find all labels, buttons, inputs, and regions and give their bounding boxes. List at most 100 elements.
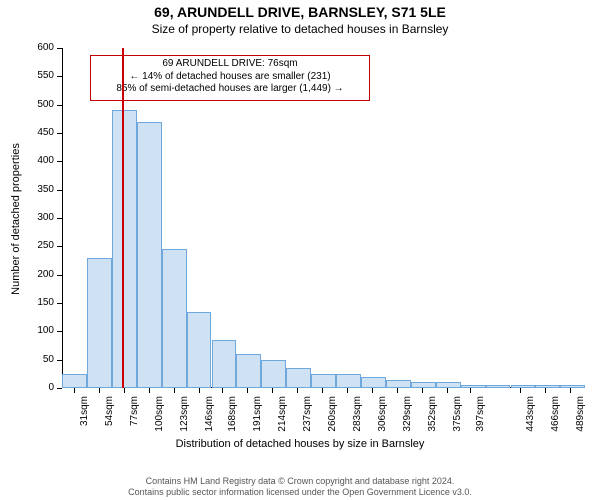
ytick-label: 50 [24, 354, 54, 365]
histogram-bar [336, 374, 361, 388]
ytick-mark [57, 246, 62, 247]
ytick-label: 150 [24, 297, 54, 308]
xtick-mark [124, 388, 125, 393]
xtick-label: 260sqm [327, 396, 338, 432]
callout-box: 69 ARUNDELL DRIVE: 76sqm ← 14% of detach… [90, 55, 370, 101]
reference-line [122, 48, 124, 388]
xtick-label: 77sqm [129, 396, 140, 426]
ytick-label: 100 [24, 325, 54, 336]
histogram-bar [62, 374, 87, 388]
xtick-mark [74, 388, 75, 393]
ytick-mark [57, 190, 62, 191]
xtick-label: 306sqm [377, 396, 388, 432]
x-axis-label: Distribution of detached houses by size … [0, 438, 600, 450]
xtick-mark [397, 388, 398, 393]
ytick-mark [57, 161, 62, 162]
histogram-bar [386, 380, 411, 389]
xtick-mark [447, 388, 448, 393]
xtick-mark [199, 388, 200, 393]
chart-container: { "title": "69, ARUNDELL DRIVE, BARNSLEY… [0, 0, 600, 500]
xtick-mark [347, 388, 348, 393]
attribution-line-2: Contains public sector information licen… [0, 487, 600, 497]
xtick-label: 283sqm [352, 396, 363, 432]
xtick-mark [470, 388, 471, 393]
ytick-mark [57, 303, 62, 304]
xtick-mark [372, 388, 373, 393]
xtick-mark [520, 388, 521, 393]
histogram-bar [411, 382, 436, 388]
xtick-mark [545, 388, 546, 393]
xtick-mark [99, 388, 100, 393]
xtick-label: 489sqm [575, 396, 586, 432]
ytick-mark [57, 133, 62, 134]
ytick-label: 500 [24, 99, 54, 110]
attribution-line-1: Contains HM Land Registry data © Crown c… [0, 476, 600, 486]
xtick-mark [422, 388, 423, 393]
ytick-mark [57, 275, 62, 276]
ytick-label: 600 [24, 42, 54, 53]
xtick-mark [222, 388, 223, 393]
histogram-bar [162, 249, 187, 388]
histogram-bar [87, 258, 112, 388]
xtick-label: 237sqm [302, 396, 313, 432]
ytick-label: 450 [24, 127, 54, 138]
histogram-bar [486, 385, 511, 388]
histogram-bar [560, 385, 585, 388]
histogram-bar [286, 368, 311, 388]
xtick-mark [322, 388, 323, 393]
xtick-label: 191sqm [252, 396, 263, 432]
histogram-bar [187, 312, 212, 389]
ytick-label: 0 [24, 382, 54, 393]
callout-line-2: ← 14% of detached houses are smaller (23… [95, 71, 365, 84]
xtick-label: 329sqm [402, 396, 413, 432]
xtick-mark [174, 388, 175, 393]
ytick-mark [57, 331, 62, 332]
xtick-label: 100sqm [154, 396, 165, 432]
xtick-label: 466sqm [550, 396, 561, 432]
histogram-bar [311, 374, 336, 388]
ytick-mark [57, 48, 62, 49]
callout-line-3: 85% of semi-detached houses are larger (… [95, 83, 365, 96]
ytick-mark [57, 388, 62, 389]
xtick-label: 397sqm [475, 396, 486, 432]
histogram-bar [261, 360, 286, 388]
callout-line-1: 69 ARUNDELL DRIVE: 76sqm [95, 58, 365, 71]
ytick-label: 400 [24, 155, 54, 166]
xtick-label: 31sqm [79, 396, 90, 426]
histogram-bar [236, 354, 261, 388]
ytick-mark [57, 105, 62, 106]
histogram-bar [112, 110, 137, 388]
chart-subtitle: Size of property relative to detached ho… [0, 22, 600, 36]
histogram-bar [137, 122, 162, 388]
xtick-label: 352sqm [427, 396, 438, 432]
ytick-mark [57, 76, 62, 77]
y-axis-label: Number of detached properties [10, 59, 22, 379]
histogram-bar [535, 385, 560, 388]
xtick-mark [570, 388, 571, 393]
histogram-bar [461, 385, 486, 388]
histogram-bar [361, 377, 386, 388]
ytick-label: 200 [24, 269, 54, 280]
xtick-mark [149, 388, 150, 393]
xtick-label: 443sqm [525, 396, 536, 432]
ytick-label: 350 [24, 184, 54, 195]
ytick-mark [57, 360, 62, 361]
attribution: Contains HM Land Registry data © Crown c… [0, 476, 600, 497]
chart-title: 69, ARUNDELL DRIVE, BARNSLEY, S71 5LE [0, 4, 600, 20]
xtick-label: 214sqm [277, 396, 288, 432]
histogram-bar [212, 340, 237, 388]
xtick-mark [247, 388, 248, 393]
histogram-bar [436, 382, 461, 388]
ytick-label: 250 [24, 240, 54, 251]
ytick-label: 300 [24, 212, 54, 223]
xtick-label: 123sqm [179, 396, 190, 432]
xtick-label: 168sqm [227, 396, 238, 432]
ytick-label: 550 [24, 70, 54, 81]
ytick-mark [57, 218, 62, 219]
xtick-mark [297, 388, 298, 393]
xtick-label: 146sqm [204, 396, 215, 432]
xtick-mark [272, 388, 273, 393]
histogram-bar [511, 385, 536, 388]
xtick-label: 375sqm [452, 396, 463, 432]
xtick-label: 54sqm [104, 396, 115, 426]
